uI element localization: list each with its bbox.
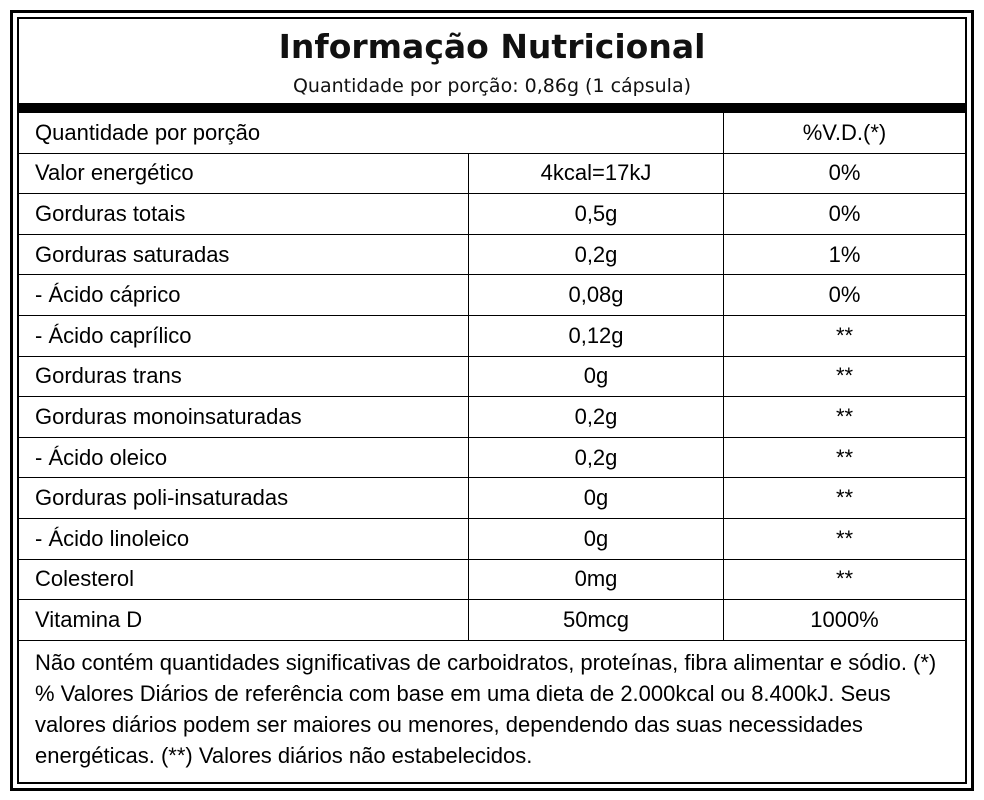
nutrient-label: Gorduras trans (19, 356, 469, 397)
nutrient-label: - Ácido linoleico (19, 518, 469, 559)
nutrient-amount: 50mcg (469, 600, 724, 640)
table-row: Gorduras trans 0g ** (19, 356, 965, 398)
table-row: - Ácido cáprico 0,08g 0% (19, 275, 965, 316)
nutrient-vd: ** (835, 403, 854, 429)
nutrient-amount: 0g (469, 478, 724, 518)
footnote-text: Não contém quantidades significativas de… (35, 650, 937, 768)
table-row: - Ácido oleico 0,2g ** (19, 437, 965, 479)
label-header: Informação Nutricional Quantidade por po… (19, 19, 965, 104)
nutrient-amount: 0g (469, 518, 724, 559)
table-row: Gorduras poli-insaturadas 0g ** (19, 478, 965, 519)
nutrient-amount: 0,08g (469, 275, 724, 315)
table-row: - Ácido caprílico 0,12g ** (19, 315, 965, 357)
nutrient-amount: 0,2g (469, 397, 724, 437)
nutrient-label: - Ácido caprílico (19, 315, 469, 356)
nutrient-amount: 4kcal=17kJ (469, 153, 724, 194)
nutrient-vd: 0% (828, 282, 861, 308)
header-label: Quantidade por porção (19, 113, 724, 153)
nutrient-label: Gorduras monoinsaturadas (19, 397, 469, 437)
table-row: - Ácido linoleico 0g ** (19, 518, 965, 560)
header-divider (19, 103, 965, 113)
nutrient-amount: 0,2g (469, 437, 724, 478)
nutrient-label: Gorduras poli-insaturadas (19, 478, 469, 518)
nutrient-label: Gorduras totais (19, 194, 469, 234)
nutrient-vd: ** (835, 485, 854, 511)
nutrition-table: Quantidade por porção %V.D.(*) Valor ene… (19, 113, 965, 641)
nutrient-vd: ** (835, 566, 854, 592)
table-row: Vitamina D 50mcg 1000% (19, 600, 965, 641)
nutrient-label: Gorduras saturadas (19, 234, 469, 275)
nutrient-vd: 1% (828, 241, 861, 267)
nutrition-label: Informação Nutricional Quantidade por po… (17, 17, 967, 784)
table-row: Gorduras monoinsaturadas 0,2g ** (19, 397, 965, 438)
label-title: Informação Nutricional (278, 27, 706, 66)
nutrient-vd: 0% (828, 200, 861, 226)
nutrient-label: - Ácido cáprico (19, 275, 469, 315)
nutrient-vd: ** (835, 444, 854, 470)
nutrient-amount: 0,12g (469, 315, 724, 356)
nutrient-vd: 1000% (810, 606, 879, 632)
nutrient-amount: 0,5g (469, 194, 724, 234)
table-row: Colesterol 0mg ** (19, 559, 965, 601)
table-header-row: Quantidade por porção %V.D.(*) (19, 113, 965, 154)
nutrient-amount: 0mg (469, 559, 724, 600)
table-row: Valor energético 4kcal=17kJ 0% (19, 153, 965, 195)
nutrient-label: Valor energético (19, 153, 469, 194)
nutrient-amount: 0,2g (469, 234, 724, 275)
nutrient-vd: ** (835, 363, 854, 389)
header-vd: %V.D.(*) (802, 119, 887, 145)
nutrient-label: - Ácido oleico (19, 437, 469, 478)
nutrient-label: Vitamina D (19, 600, 469, 640)
nutrient-amount: 0g (469, 356, 724, 397)
table-row: Gorduras totais 0,5g 0% (19, 194, 965, 235)
nutrient-vd: 0% (828, 160, 861, 186)
nutrient-label: Colesterol (19, 559, 469, 600)
table-row: Gorduras saturadas 0,2g 1% (19, 234, 965, 276)
nutrient-vd: ** (835, 525, 854, 551)
nutrition-label-frame (10, 10, 974, 791)
nutrient-vd: ** (835, 322, 854, 348)
serving-size: Quantidade por porção: 0,86g (1 cápsula) (292, 75, 692, 97)
